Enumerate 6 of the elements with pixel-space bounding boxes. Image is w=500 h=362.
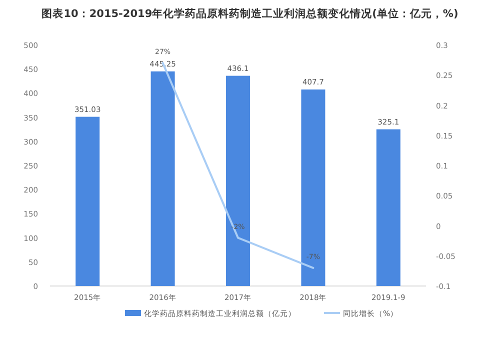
- chart-title: 图表10：2015-2019年化学药品原料药制造工业利润总额变化情况(单位：亿元，%): [42, 7, 458, 20]
- bar: [376, 129, 400, 286]
- bar: [301, 89, 326, 286]
- bar: [150, 71, 175, 286]
- bar: [226, 76, 250, 286]
- bar: [76, 116, 100, 286]
